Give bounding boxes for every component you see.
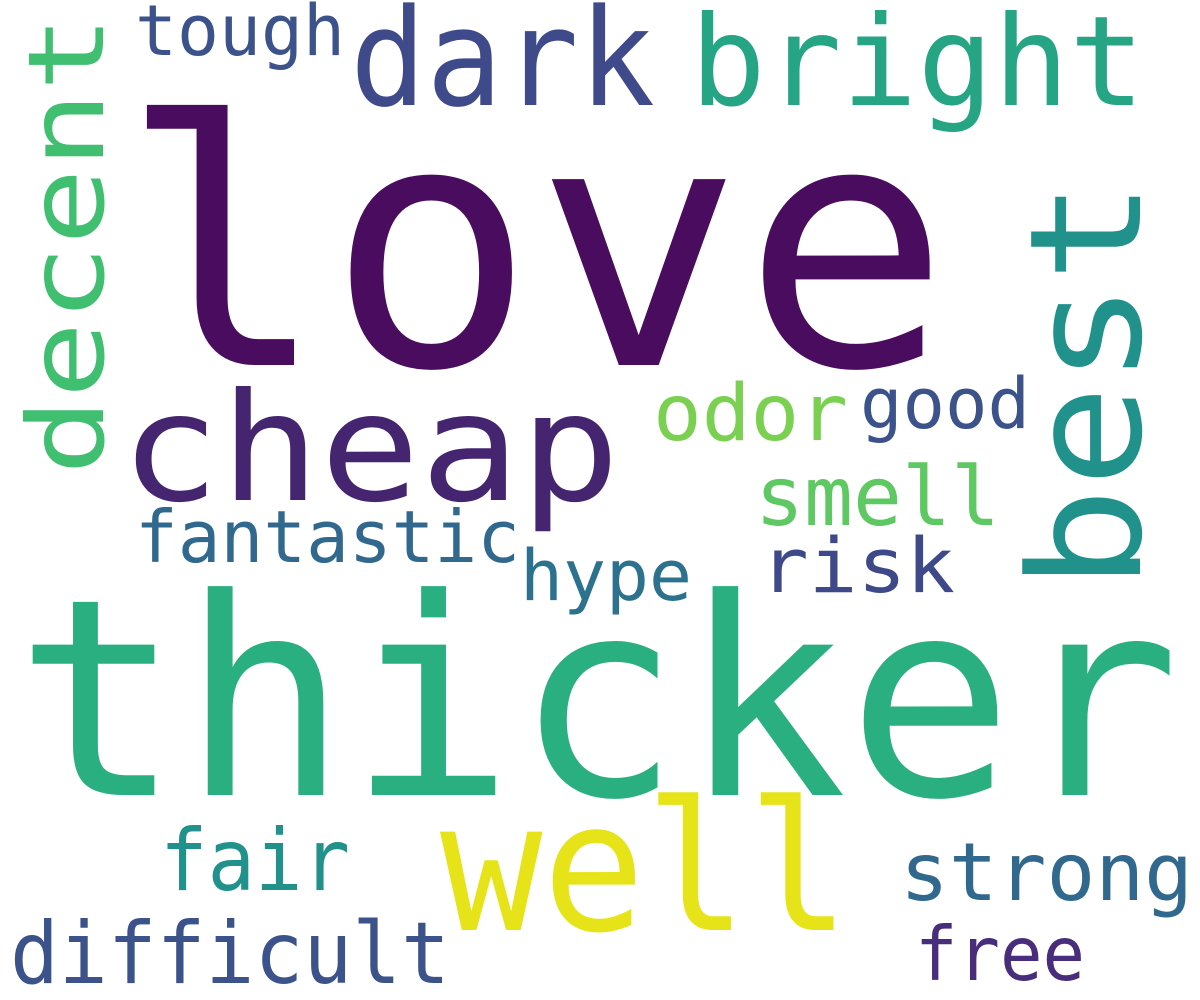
word-fantastic: fantastic	[135, 495, 520, 579]
word-bright: bright	[690, 0, 1145, 135]
word-risk: risk	[760, 521, 955, 610]
word-love: love	[120, 50, 950, 446]
word-dark: dark	[350, 0, 655, 137]
word-tough: tough	[135, 0, 345, 72]
word-strong: strong	[900, 826, 1193, 919]
word-odor: odor	[653, 369, 848, 459]
word-difficult: difficult	[10, 904, 450, 1000]
word-decent: decent	[6, 15, 128, 475]
word-good: good	[860, 363, 1030, 445]
word-fair: fair	[160, 811, 350, 911]
word-best: best	[996, 180, 1177, 590]
word-smell: smell	[755, 450, 1000, 545]
word-cheap: cheap	[120, 362, 620, 536]
word-thicker: thicker	[15, 540, 1180, 860]
word-well: well	[440, 764, 850, 973]
word-hype: hype	[520, 535, 692, 617]
word-free: free	[915, 910, 1085, 998]
